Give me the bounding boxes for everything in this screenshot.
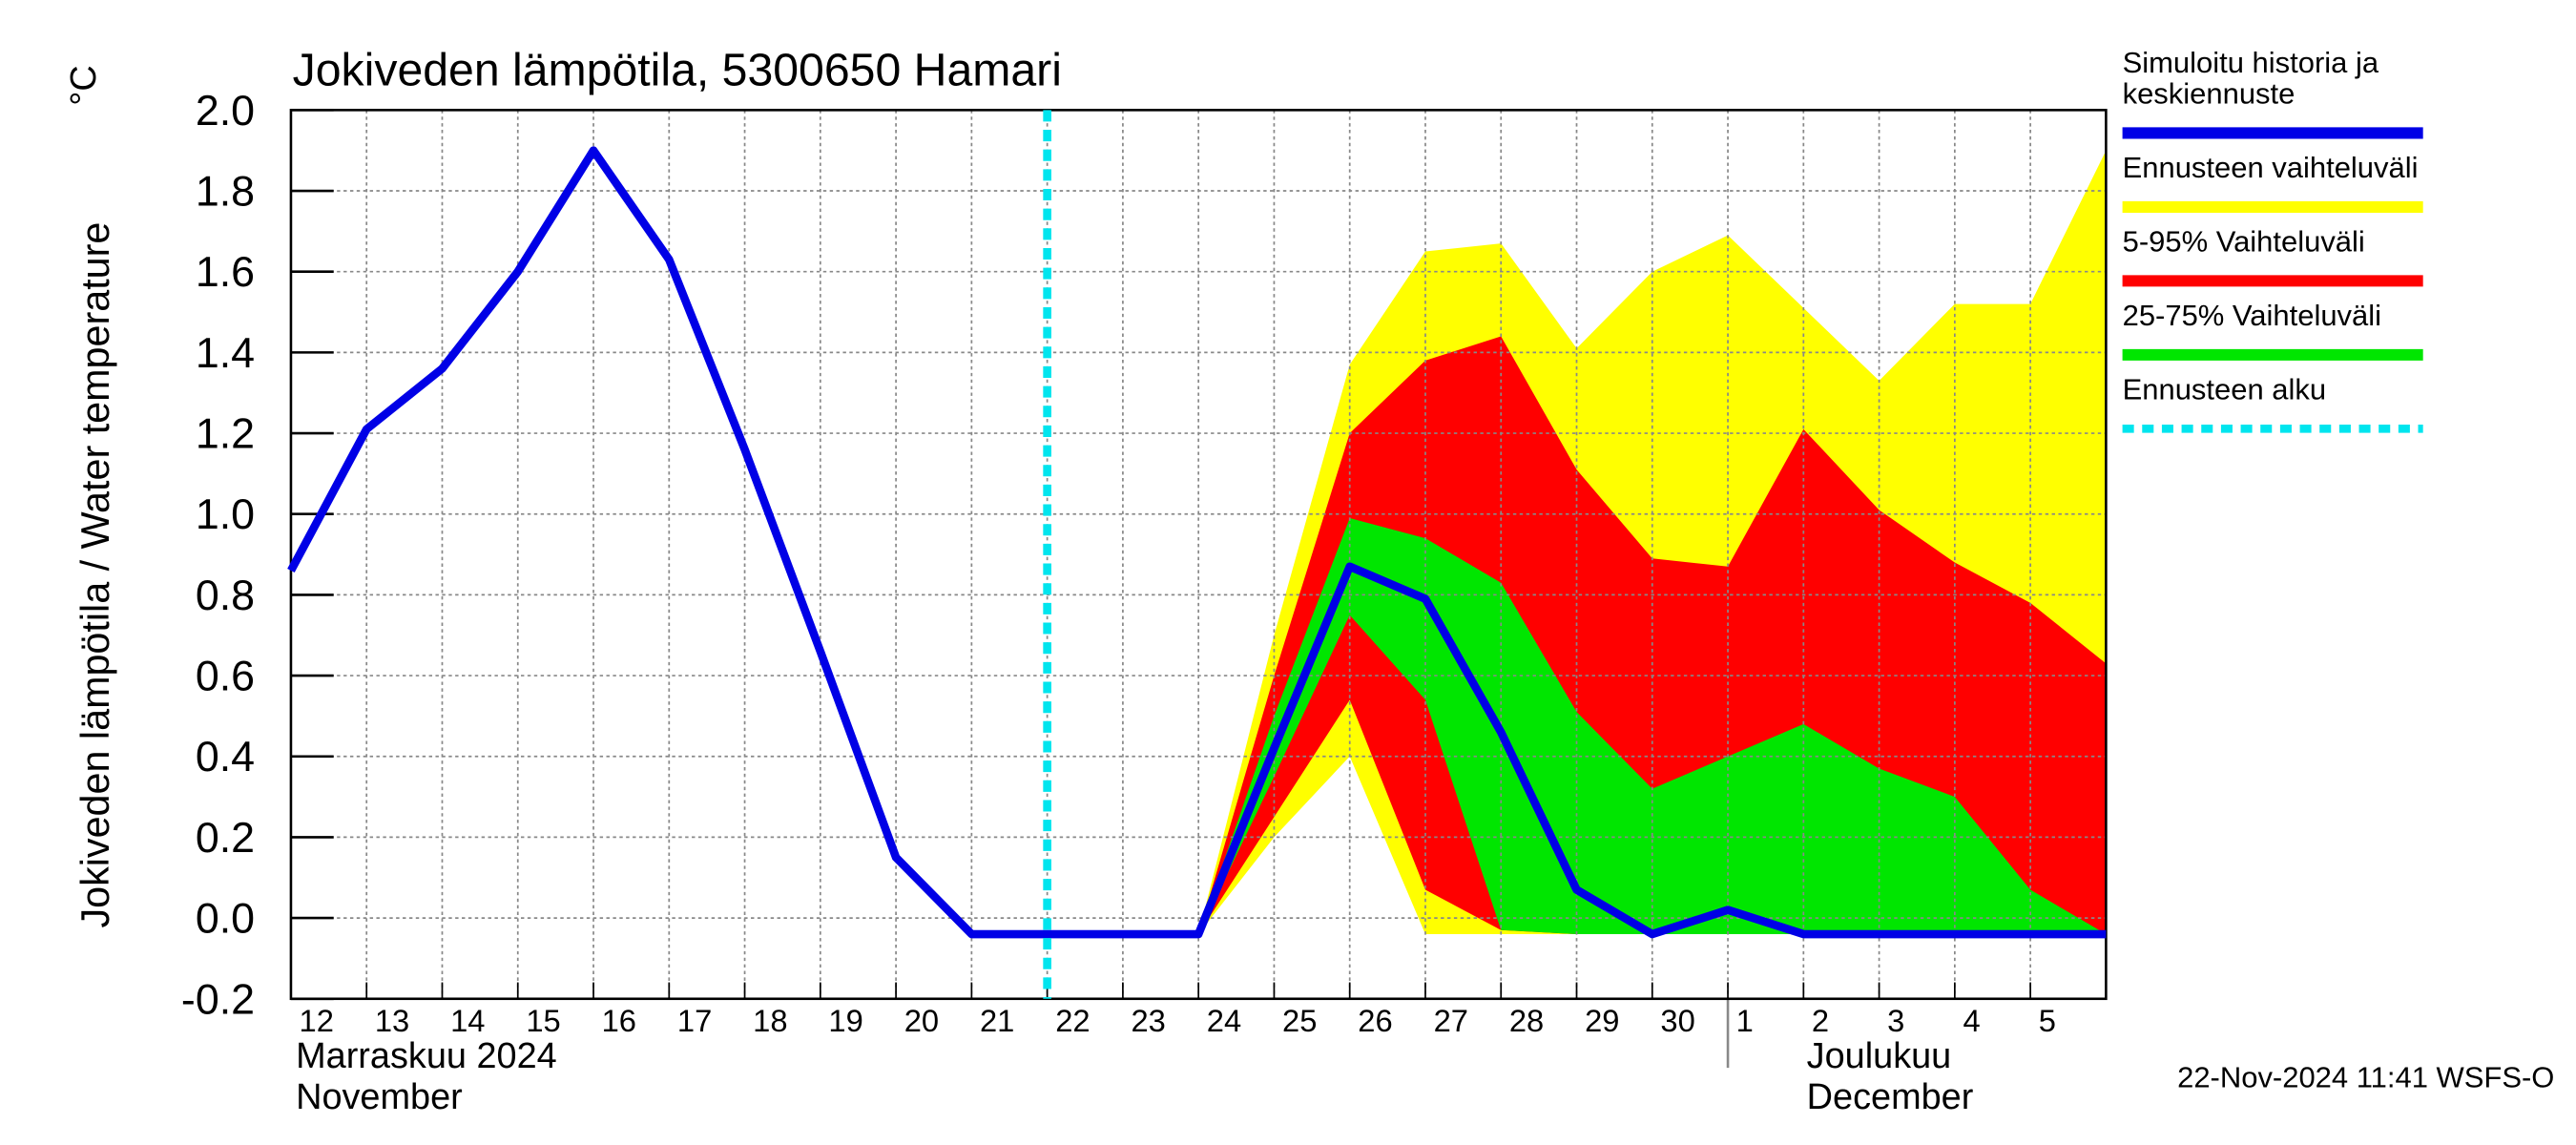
x-tick-label: 1 (1736, 1003, 1754, 1038)
x-tick-label: 21 (980, 1003, 1014, 1038)
x-tick-label: 4 (1963, 1003, 1980, 1038)
y-tick-label: 0.6 (196, 653, 255, 700)
x-tick-label: 23 (1132, 1003, 1166, 1038)
y-tick-label: -0.2 (181, 975, 255, 1023)
x-tick-label: 12 (300, 1003, 334, 1038)
y-tick-label: 1.2 (196, 410, 255, 458)
legend-label-line: Simuloitu historia ja (2123, 46, 2379, 79)
x-tick-label: 20 (904, 1003, 939, 1038)
x-tick-label: 15 (526, 1003, 560, 1038)
x-tick-label: 24 (1207, 1003, 1241, 1038)
legend-label-line: 25-75% Vaihteluväli (2123, 299, 2381, 332)
x-tick-label: 26 (1358, 1003, 1392, 1038)
x-tick-label: 25 (1282, 1003, 1317, 1038)
y-tick-label: 0.4 (196, 733, 255, 781)
legend-label-line: keskiennuste (2123, 76, 2296, 110)
x-tick-label: 18 (753, 1003, 787, 1038)
x-tick-label: 14 (450, 1003, 485, 1038)
legend-label-line: Ennusteen alku (2123, 372, 2327, 406)
y-axis-label: Jokiveden lämpötila / Water temperature (73, 222, 117, 928)
y-tick-label: 0.8 (196, 572, 255, 619)
y-tick-label: 2.0 (196, 87, 255, 135)
x-tick-label: 27 (1434, 1003, 1468, 1038)
y-tick-label: 1.4 (196, 329, 255, 377)
x-tick-label: 17 (677, 1003, 712, 1038)
month-label: December (1807, 1077, 1974, 1117)
series-line (287, 146, 2107, 939)
x-tick-label: 5 (2039, 1003, 2056, 1038)
y-tick-label: 0.2 (196, 814, 255, 862)
legend-label: Simuloitu historia ja keskiennuste (2123, 46, 2379, 111)
month-label: November (296, 1077, 463, 1117)
legend-label-line: Ennusteen vaihteluväli (2123, 151, 2419, 184)
y-tick-label: 1.6 (196, 248, 255, 296)
legend-label: 25-75% Vaihteluväli (2123, 299, 2381, 332)
y-axis-unit: °C (64, 65, 104, 105)
x-tick-label: 3 (1887, 1003, 1904, 1038)
x-tick-label: 2 (1812, 1003, 1829, 1038)
y-tick-label: 0.0 (196, 895, 255, 943)
y-tick-label: 1.0 (196, 490, 255, 538)
month-label: Joulukuu (1807, 1036, 1952, 1076)
band-area (1198, 517, 2107, 935)
x-tick-label: 29 (1585, 1003, 1619, 1038)
legend-label-line: 5-95% Vaihteluväli (2123, 224, 2365, 258)
plot-frame (289, 109, 2108, 1001)
legend-label: Ennusteen vaihteluväli (2123, 151, 2419, 184)
chart-title: Jokiveden lämpötila, 5300650 Hamari (293, 45, 1062, 96)
month-label: Marraskuu 2024 (296, 1036, 557, 1076)
x-tick-label: 28 (1509, 1003, 1544, 1038)
x-tick-label: 19 (828, 1003, 862, 1038)
y-tick-label: 1.8 (196, 168, 255, 216)
footer: 22-Nov-2024 11:41 WSFS-O (2177, 1061, 2554, 1094)
legend-label: 5-95% Vaihteluväli (2123, 224, 2365, 258)
x-tick-label: 22 (1055, 1003, 1090, 1038)
x-tick-label: 30 (1660, 1003, 1694, 1038)
legend-label: Ennusteen alku (2123, 372, 2327, 406)
x-tick-label: 16 (602, 1003, 636, 1038)
x-tick-label: 13 (375, 1003, 409, 1038)
